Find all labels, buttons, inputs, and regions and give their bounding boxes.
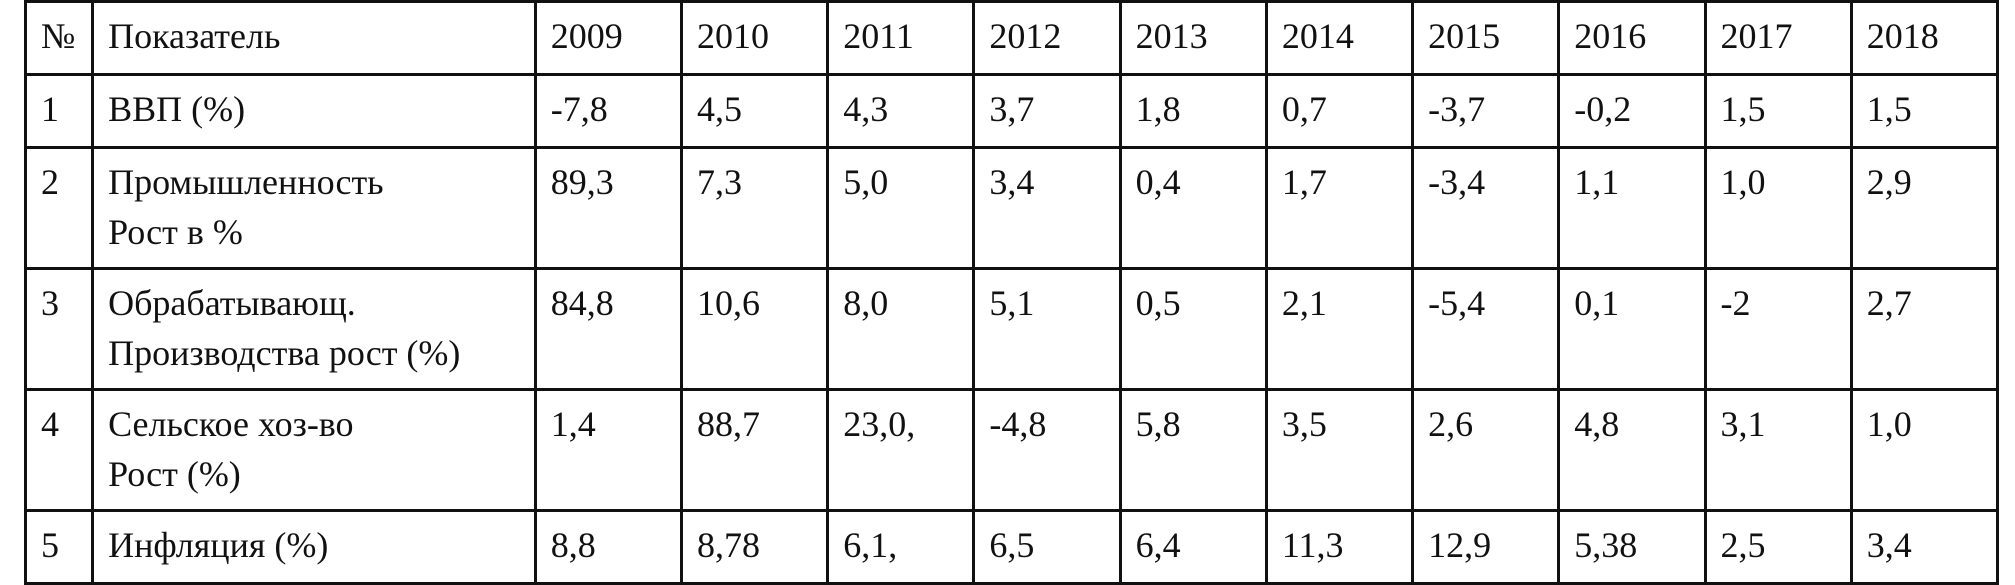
header-number: №	[23, 0, 95, 76]
value-cell: 1,0	[1703, 146, 1853, 270]
table-row: 2 Промышленность Рост в % 89,3 7,3 5,0 3…	[23, 146, 2000, 270]
value-cell: 2,1	[1264, 267, 1415, 391]
indicator-label-line: Производства рост (%)	[108, 333, 461, 373]
value-cell: 1,0	[1849, 388, 2000, 512]
row-indicator-label: Инфляция (%)	[91, 509, 537, 585]
value-cell: 3,4	[972, 146, 1122, 270]
value-cell: 4,3	[826, 73, 976, 149]
row-number: 2	[23, 146, 95, 270]
value-cell: 5,1	[972, 267, 1122, 391]
row-number: 1	[23, 73, 95, 149]
value-cell: -3,7	[1411, 73, 1561, 149]
value-cell: -4,8	[972, 388, 1122, 512]
economic-indicators-table: № Показатель 2009 2010 2011 2012 2013 20…	[23, 0, 2000, 585]
value-cell: 5,8	[1118, 388, 1268, 512]
header-year: 2015	[1411, 0, 1561, 76]
table-row: 4 Сельское хоз-во Рост (%) 1,4 88,7 23,0…	[23, 388, 2000, 512]
value-cell: 1,4	[533, 388, 683, 512]
value-cell: 3,7	[972, 73, 1122, 149]
value-cell: 4,8	[1557, 388, 1707, 512]
row-number: 5	[23, 509, 95, 585]
value-cell: 8,78	[679, 509, 830, 585]
table-header-row: № Показатель 2009 2010 2011 2012 2013 20…	[23, 0, 2000, 76]
value-cell: 10,6	[679, 267, 830, 391]
row-indicator-label: Промышленность Рост в %	[91, 146, 537, 270]
value-cell: -7,8	[533, 73, 683, 149]
value-cell: -2	[1703, 267, 1853, 391]
header-year: 2013	[1118, 0, 1268, 76]
header-year: 2012	[972, 0, 1122, 76]
value-cell: 7,3	[679, 146, 830, 270]
value-cell: -3,4	[1411, 146, 1561, 270]
value-cell: 1,5	[1703, 73, 1853, 149]
indicator-label-line: Сельское хоз-во	[108, 404, 354, 444]
header-year: 2018	[1849, 0, 2000, 76]
value-cell: 23,0,	[826, 388, 976, 512]
value-cell: 5,0	[826, 146, 976, 270]
value-cell: 4,5	[679, 73, 830, 149]
value-cell: 88,7	[679, 388, 830, 512]
indicator-label-line: Рост в %	[108, 212, 243, 252]
row-number: 4	[23, 388, 95, 512]
value-cell: 0,5	[1118, 267, 1268, 391]
indicator-label-line: Промышленность	[108, 162, 384, 202]
value-cell: -0,2	[1557, 73, 1707, 149]
indicator-label-line: ВВП (%)	[108, 89, 246, 129]
value-cell: 3,1	[1703, 388, 1853, 512]
header-year: 2010	[679, 0, 830, 76]
row-number: 3	[23, 267, 95, 391]
row-indicator-label: ВВП (%)	[91, 73, 537, 149]
header-year: 2017	[1703, 0, 1853, 76]
row-indicator-label: Сельское хоз-во Рост (%)	[91, 388, 537, 512]
value-cell: 5,38	[1557, 509, 1707, 585]
row-indicator-label: Обрабатывающ. Производства рост (%)	[91, 267, 537, 391]
table-row: 5 Инфляция (%) 8,8 8,78 6,1, 6,5 6,4 11,…	[23, 509, 2000, 585]
value-cell: 84,8	[533, 267, 683, 391]
value-cell: 1,8	[1118, 73, 1268, 149]
value-cell: 8,8	[533, 509, 683, 585]
value-cell: 6,4	[1118, 509, 1268, 585]
header-year: 2011	[826, 0, 976, 76]
indicator-label-line: Рост (%)	[108, 454, 241, 494]
header-indicator: Показатель	[91, 0, 537, 76]
value-cell: 12,9	[1411, 509, 1561, 585]
value-cell: 6,1,	[826, 509, 976, 585]
value-cell: 0,4	[1118, 146, 1268, 270]
value-cell: 11,3	[1264, 509, 1415, 585]
value-cell: 2,9	[1849, 146, 2000, 270]
indicator-label-line: Обрабатывающ.	[108, 283, 356, 323]
value-cell: 2,5	[1703, 509, 1853, 585]
value-cell: 1,5	[1849, 73, 2000, 149]
value-cell: -5,4	[1411, 267, 1561, 391]
value-cell: 0,7	[1264, 73, 1415, 149]
table-row: 1 ВВП (%) -7,8 4,5 4,3 3,7 1,8 0,7 -3,7 …	[23, 73, 2000, 149]
value-cell: 8,0	[826, 267, 976, 391]
value-cell: 2,7	[1849, 267, 2000, 391]
value-cell: 6,5	[972, 509, 1122, 585]
value-cell: 0,1	[1557, 267, 1707, 391]
value-cell: 2,6	[1411, 388, 1561, 512]
header-year: 2016	[1557, 0, 1707, 76]
value-cell: 89,3	[533, 146, 683, 270]
indicator-label-line: Инфляция (%)	[108, 525, 329, 565]
header-year: 2014	[1264, 0, 1415, 76]
value-cell: 1,7	[1264, 146, 1415, 270]
economic-indicators-table-container: № Показатель 2009 2010 2011 2012 2013 20…	[23, 0, 2000, 585]
table-row: 3 Обрабатывающ. Производства рост (%) 84…	[23, 267, 2000, 391]
value-cell: 1,1	[1557, 146, 1707, 270]
value-cell: 3,4	[1849, 509, 2000, 585]
header-year: 2009	[533, 0, 683, 76]
value-cell: 3,5	[1264, 388, 1415, 512]
